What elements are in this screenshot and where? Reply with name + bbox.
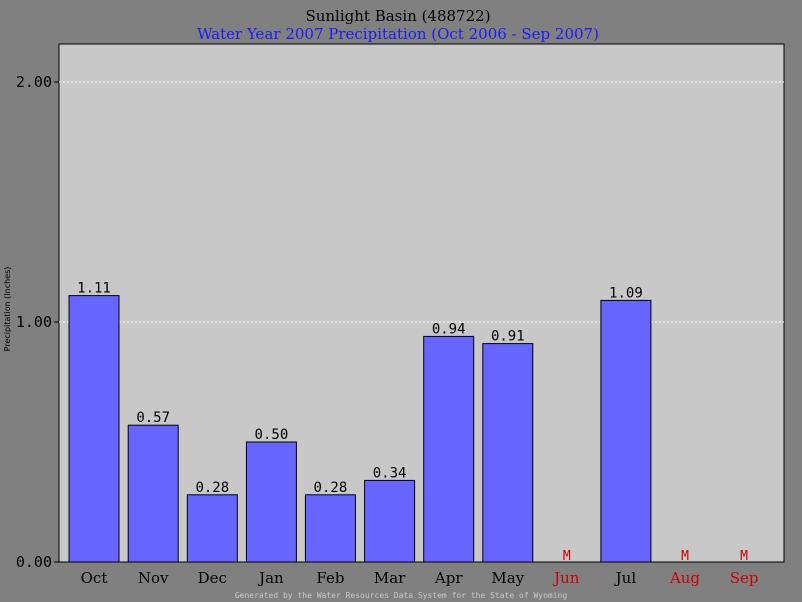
data-labels: 1.11 0.57 0.28 0.50 0.28 0.34 0.94 0.91 M 1.09 M M: [77, 281, 748, 564]
y-tick-label: 2.00: [16, 73, 52, 91]
plot-area: [58, 43, 785, 563]
bar-jan: [245, 441, 297, 563]
x-tick-label-jan: Jan: [257, 569, 284, 587]
footer-credit: Generated by the Water Resources Data Sy…: [235, 591, 568, 600]
axes: 0.00 1.00 2.00 Oct Nov Dec Jan Feb Mar Apr May Jun J…: [16, 73, 759, 587]
data-label-nov: 0.57: [136, 410, 170, 426]
chart-title: Sunlight Basin (488722): [305, 7, 490, 25]
y-tick-label: 1.00: [16, 313, 52, 331]
x-tick-label-nov: Nov: [138, 569, 169, 587]
x-tick-label-dec: Dec: [198, 569, 227, 587]
chart-subtitle: Water Year 2007 Precipitation (Oct 2006 …: [197, 25, 599, 43]
data-label-jul: 1.09: [609, 285, 643, 301]
bar-may: [482, 343, 534, 563]
x-tick-label-sep: Sep: [730, 569, 759, 587]
bar-apr: [423, 335, 475, 563]
missing-marker-aug: M: [681, 549, 689, 564]
data-label-mar: 0.34: [373, 465, 407, 481]
x-tick-label-apr: Apr: [434, 569, 463, 587]
x-tick-label-may: May: [491, 569, 524, 587]
bar-oct: [68, 295, 120, 563]
y-axis-label: Precipitation (Inches): [3, 267, 12, 352]
x-tick-label-jun: Jun: [552, 569, 580, 587]
x-tick-label-jul: Jul: [614, 569, 637, 587]
x-tick-label-oct: Oct: [81, 569, 108, 587]
missing-marker-jun: M: [563, 549, 571, 564]
data-label-dec: 0.28: [195, 480, 229, 496]
grid-lines: [59, 81, 784, 323]
data-label-oct: 1.11: [77, 281, 111, 297]
bar-feb: [304, 494, 356, 563]
x-tick-label-mar: Mar: [374, 569, 406, 587]
missing-marker-sep: M: [740, 549, 748, 564]
bar-dec: [186, 494, 238, 563]
bars: [68, 295, 652, 563]
bar-mar: [364, 479, 416, 563]
x-tick-label-feb: Feb: [316, 569, 344, 587]
x-tick-label-aug: Aug: [669, 569, 700, 587]
data-label-may: 0.91: [491, 329, 525, 345]
bar-jul: [600, 299, 652, 563]
data-label-apr: 0.94: [432, 321, 466, 337]
bar-nov: [127, 424, 179, 563]
y-tick-label: 0.00: [16, 553, 52, 571]
data-label-jan: 0.50: [255, 427, 289, 443]
data-label-feb: 0.28: [314, 480, 348, 496]
